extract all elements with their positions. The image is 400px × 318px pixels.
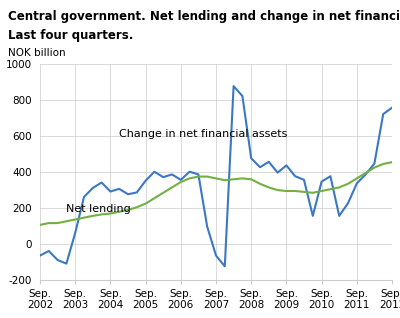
Text: NOK billion: NOK billion xyxy=(8,48,66,58)
Text: Net lending: Net lending xyxy=(66,204,131,214)
Text: Central government. Net lending and change in net financial assets.: Central government. Net lending and chan… xyxy=(8,10,400,23)
Text: Last four quarters.: Last four quarters. xyxy=(8,29,133,42)
Text: Change in net financial assets: Change in net financial assets xyxy=(119,129,288,140)
